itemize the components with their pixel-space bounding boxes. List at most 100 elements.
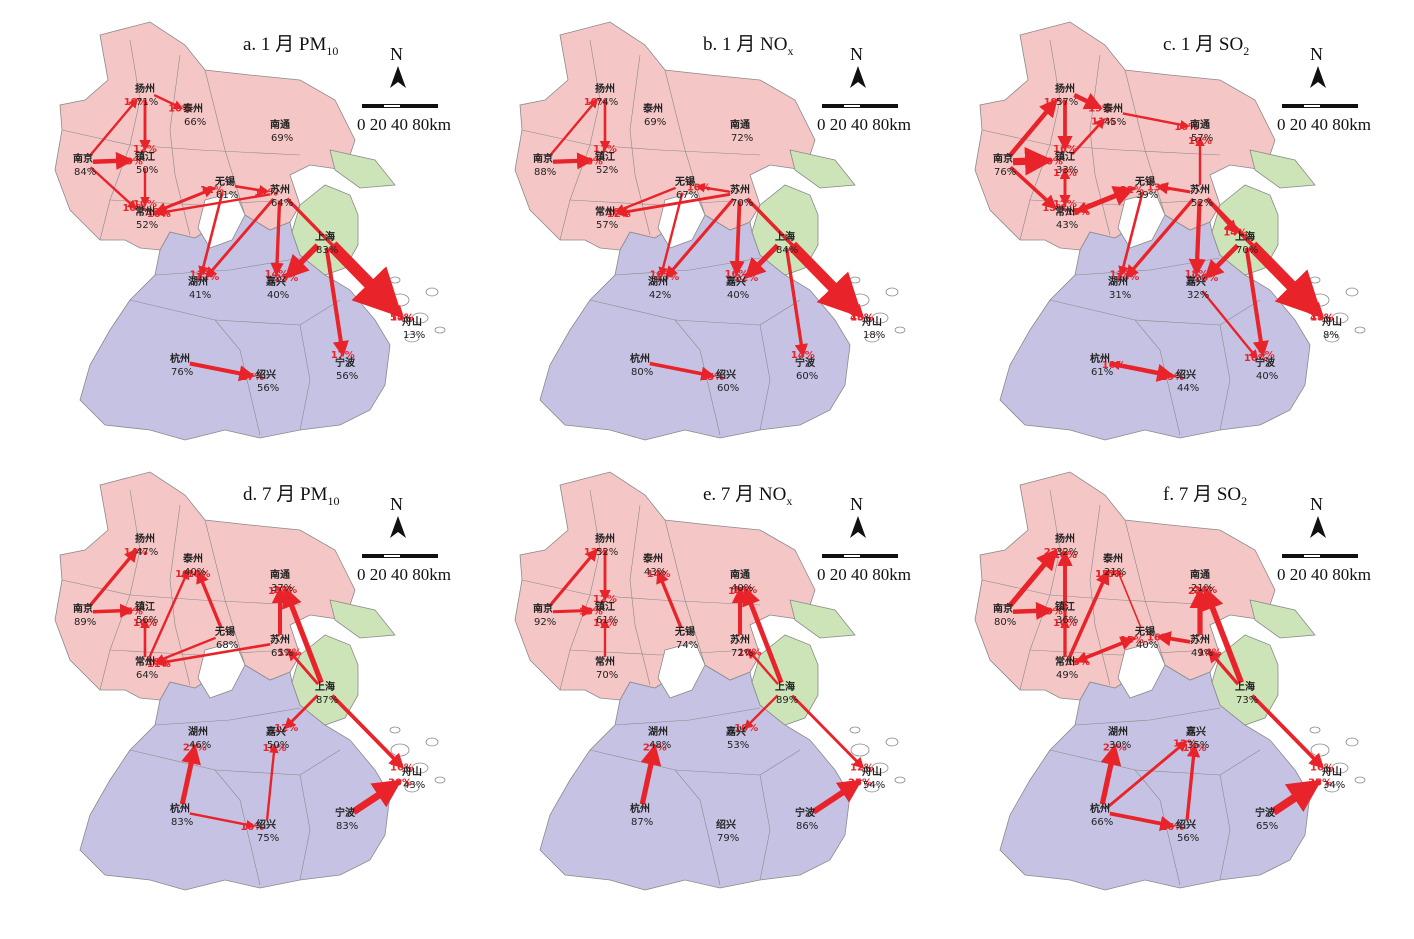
- flow-arrow-label: 30%: [388, 777, 412, 788]
- city-local-share: 68%: [216, 640, 238, 651]
- city-name: 舟山: [862, 765, 882, 778]
- city-local-share: 60%: [717, 383, 739, 394]
- city-local-share: 56%: [1177, 833, 1199, 844]
- flow-arrow: [1185, 743, 1201, 821]
- city-name: 南通: [1190, 568, 1210, 581]
- flow-arrow-label: 12%: [1173, 739, 1197, 750]
- city-name: 南通: [730, 118, 750, 131]
- panel-title-subscript: 10: [327, 494, 339, 508]
- city-local-share: 89%: [776, 695, 798, 706]
- city-name: 南通: [730, 568, 750, 581]
- zhoushan-island: [850, 743, 870, 757]
- panel-title-subscript: 2: [1241, 494, 1247, 508]
- flow-arrow-label: 22%: [734, 273, 758, 284]
- city-name: 杭州: [170, 352, 190, 365]
- flow-arrow: [330, 694, 405, 769]
- city-boundary: [521, 129, 761, 156]
- city-local-share: 43%: [644, 567, 666, 578]
- flow-arrow: [744, 243, 780, 280]
- chongming-island: [789, 149, 856, 189]
- city-local-share: 66%: [1091, 817, 1113, 828]
- city-name: 南通: [1190, 118, 1210, 131]
- panel-title: c. 1 月 SO2: [1163, 34, 1249, 58]
- panel-e: e. 7 月 NOx N0 20 40 80km13%13%12%10%14%17…: [514, 471, 911, 891]
- north-arrow-icon: [390, 516, 406, 538]
- city-local-share: 74%: [676, 640, 698, 651]
- flow-arrow: [1118, 192, 1144, 277]
- scale-label: 0 20 40 80km: [357, 115, 451, 134]
- flow-arrow: [189, 812, 256, 830]
- scale-label: 0 20 40 80km: [357, 565, 451, 584]
- flow-arrow: [552, 152, 595, 170]
- city-name: 杭州: [170, 802, 190, 815]
- flow-arrow: [695, 183, 731, 194]
- panel-title-main: c. 1 月 SO: [1163, 34, 1243, 55]
- flow-arrow: [1009, 165, 1057, 210]
- north-label: N: [1310, 44, 1323, 64]
- flow-arrow: [155, 642, 271, 668]
- flow-arrow: [649, 361, 716, 381]
- city-local-share: 76%: [994, 167, 1016, 178]
- city-name: 南通: [270, 118, 290, 131]
- city-local-share: 40%: [1256, 371, 1278, 382]
- city-name: 南京: [993, 602, 1013, 615]
- flow-arrow-label: 10%: [168, 103, 192, 114]
- city-local-share: 64%: [271, 198, 293, 209]
- city-boundary: [61, 579, 301, 606]
- flow-arrow: [196, 569, 223, 629]
- city-local-share: 45%: [1104, 117, 1126, 128]
- flow-arrow-label: 16%: [1310, 763, 1334, 774]
- city-local-share: 8%: [1323, 330, 1339, 341]
- city-name: 宁波: [1255, 356, 1276, 369]
- city-local-share: 52%: [596, 547, 618, 558]
- city-local-share: 42%: [649, 290, 671, 301]
- taihu-lake: [657, 641, 706, 699]
- city-local-share: 72%: [731, 133, 753, 144]
- city-name: 常州: [135, 655, 155, 668]
- city-local-share: 67%: [676, 190, 698, 201]
- scale-bar-segment: [844, 105, 860, 107]
- flow-arrow-label: 10%: [1174, 122, 1198, 133]
- city-name: 舟山: [402, 765, 422, 778]
- flow-arrow: [283, 694, 319, 730]
- city-local-share: 54%: [863, 780, 885, 791]
- city-name: 绍兴: [1176, 818, 1196, 831]
- flow-arrow: [1074, 636, 1137, 664]
- flow-arrow-label: 13%: [579, 606, 603, 617]
- city-local-share: 80%: [994, 617, 1016, 628]
- city-boundary: [1089, 54, 1111, 236]
- flow-arrow-label: 19%: [119, 156, 143, 167]
- city-boundary: [129, 749, 261, 886]
- panel-title: a. 1 月 PM10: [243, 34, 338, 58]
- north-arrow-icon: [1310, 516, 1326, 538]
- zhoushan-island: [389, 726, 401, 734]
- city-local-share: 87%: [631, 817, 653, 828]
- city-name: 湖州: [188, 275, 208, 288]
- flow-arrow-label: 35%: [1308, 777, 1332, 788]
- flow-arrow-label: 10%: [147, 209, 171, 220]
- city-name: 宁波: [335, 356, 356, 369]
- flow-arrow-label: 15%: [119, 606, 143, 617]
- flow-arrow: [148, 569, 189, 659]
- city-name: 湖州: [188, 725, 208, 738]
- flow-arrow: [198, 192, 224, 277]
- panel-title-subscript: x: [787, 44, 793, 58]
- flow-arrow-label: 12%: [278, 648, 302, 659]
- city-local-share: 83%: [316, 245, 338, 256]
- city-local-share: 70%: [1236, 245, 1258, 256]
- flow-arrow-label: 17%: [331, 350, 355, 361]
- flow-arrow: [189, 361, 256, 382]
- flow-arrow: [265, 743, 279, 821]
- city-name: 绍兴: [716, 368, 736, 381]
- taihu-lake: [1117, 191, 1166, 249]
- flow-arrow: [548, 98, 598, 157]
- city-name: 镇江: [595, 600, 615, 613]
- zhoushan-island: [411, 762, 429, 774]
- city-boundary: [759, 324, 771, 431]
- flow-arrow: [811, 779, 863, 815]
- north-label: N: [850, 494, 863, 514]
- city-local-share: 69%: [271, 133, 293, 144]
- flow-arrow: [1109, 811, 1176, 831]
